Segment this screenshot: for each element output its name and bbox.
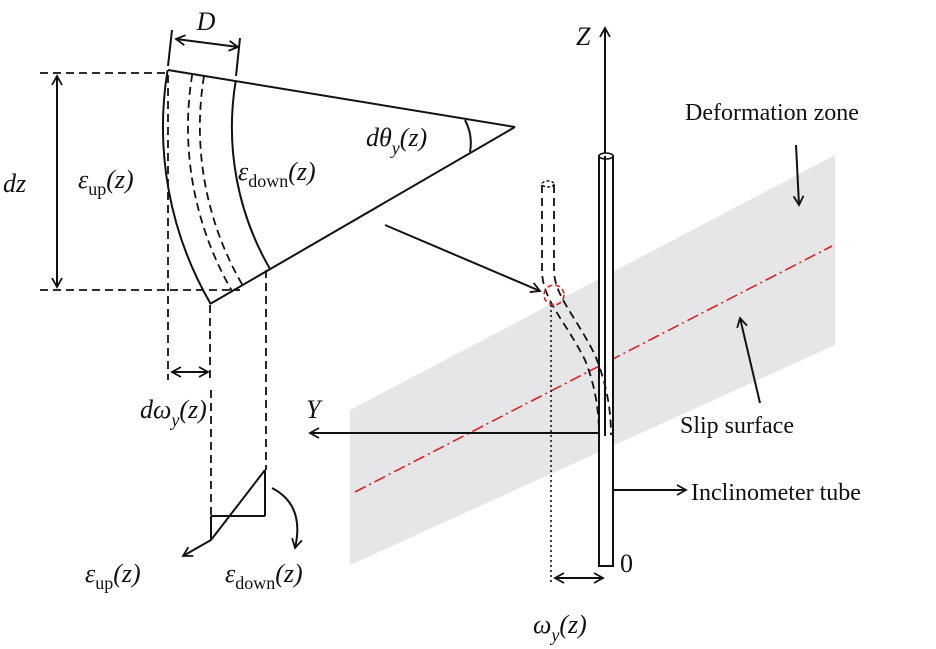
subscript: down: [248, 171, 288, 191]
argument: (z): [179, 395, 206, 424]
deformation-zone-label: Deformation zone: [685, 100, 859, 126]
rotation-label: dθy(z): [366, 123, 427, 158]
diagram: D dz εup(z) εdown(z) dθy(z) Z Y Deformat…: [0, 0, 936, 649]
subscript: y: [169, 410, 179, 430]
inclinometer-tube-label: Inclinometer tube: [691, 480, 861, 506]
width-label: D: [196, 7, 216, 36]
strain-glyph: [183, 470, 297, 556]
pointer-arrow: [385, 225, 540, 291]
increment-label: dωy(z): [140, 395, 207, 430]
strain-down-small-label: εdown(z): [225, 559, 303, 593]
subscript: y: [390, 138, 400, 158]
displacement-label: ωy(z): [533, 610, 587, 645]
argument: (z): [275, 559, 302, 588]
sector: [163, 70, 515, 304]
symbol: dω: [140, 395, 171, 424]
subscript: up: [88, 179, 106, 199]
height-label: dz: [3, 169, 26, 198]
argument: (z): [113, 559, 140, 588]
inclinometer-tube: [599, 153, 613, 566]
slip-surface-label: Slip surface: [680, 413, 794, 439]
symbol: ω: [533, 610, 551, 639]
argument: (z): [400, 123, 427, 152]
z-axis-label: Z: [576, 22, 591, 51]
argument: (z): [288, 157, 315, 186]
symbol: dθ: [366, 123, 392, 152]
y-axis-label: Y: [306, 395, 323, 424]
subscript: y: [549, 625, 559, 645]
argument: (z): [559, 610, 586, 639]
strain-up-small-label: εup(z): [85, 559, 141, 593]
strain-down-label: εdown(z): [238, 157, 316, 191]
subscript: down: [235, 573, 275, 593]
strain-up-label: εup(z): [78, 165, 134, 199]
origin-label: 0: [620, 549, 633, 578]
subscript: up: [95, 573, 113, 593]
argument: (z): [106, 165, 133, 194]
